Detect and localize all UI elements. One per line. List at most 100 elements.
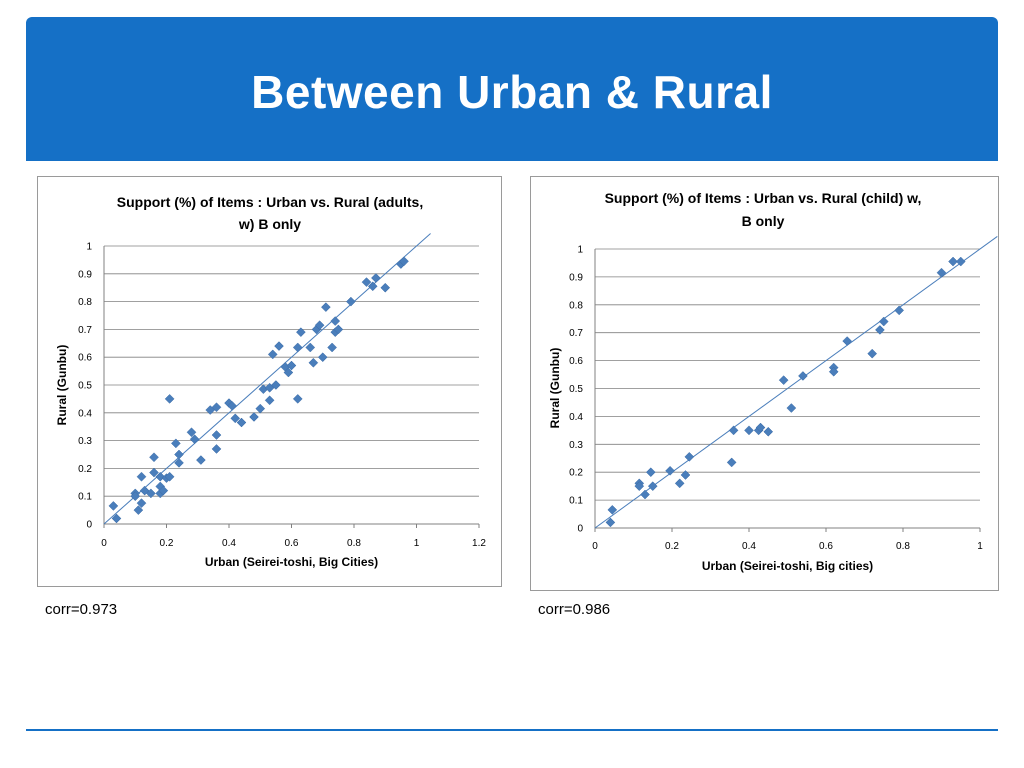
data-point xyxy=(726,457,737,468)
x-tick-label: 1 xyxy=(414,538,420,549)
data-point xyxy=(684,452,695,462)
chart-title-line: w) B only xyxy=(238,216,301,232)
y-tick-label: 0.6 xyxy=(78,353,92,364)
data-point xyxy=(955,256,966,267)
chart-right: Support (%) of Items : Urban vs. Rural (… xyxy=(530,176,999,591)
data-point xyxy=(286,360,297,371)
data-point xyxy=(333,324,344,335)
y-tick-label: 0.6 xyxy=(569,356,583,367)
data-point xyxy=(728,425,739,436)
data-point xyxy=(264,395,275,406)
y-tick-label: 0.4 xyxy=(78,408,92,419)
x-tick-label: 0.6 xyxy=(819,541,833,552)
x-tick-label: 0.2 xyxy=(160,538,174,549)
data-point xyxy=(936,267,947,278)
data-point xyxy=(236,417,247,428)
y-tick-label: 0.9 xyxy=(78,269,92,280)
data-point xyxy=(136,471,147,482)
y-tick-label: 0.4 xyxy=(569,412,583,423)
chart-title-line: B only xyxy=(742,213,785,229)
y-tick-label: 0.5 xyxy=(569,384,583,395)
y-tick-label: 0.5 xyxy=(78,381,92,392)
data-point xyxy=(108,501,119,511)
data-point xyxy=(186,427,197,438)
data-point xyxy=(380,282,391,293)
data-point xyxy=(634,481,645,492)
data-point xyxy=(317,352,328,363)
data-point xyxy=(371,273,381,283)
data-point xyxy=(155,471,166,482)
slide-title: Between Urban & Rural xyxy=(251,66,773,118)
data-point xyxy=(607,505,618,515)
data-point xyxy=(763,426,774,437)
data-point xyxy=(149,467,159,478)
data-point xyxy=(133,505,144,515)
data-point xyxy=(744,425,754,436)
y-axis-label: Rural (Gunbu) xyxy=(55,345,69,426)
chart-right-svg: Support (%) of Items : Urban vs. Rural (… xyxy=(548,190,998,573)
x-tick-label: 0 xyxy=(101,538,107,549)
y-tick-label: 0.1 xyxy=(78,492,92,503)
data-point xyxy=(327,342,337,353)
data-point xyxy=(136,498,147,509)
x-tick-label: 0.8 xyxy=(347,538,361,549)
data-point xyxy=(211,402,222,413)
data-point xyxy=(230,413,241,424)
data-point xyxy=(296,327,306,338)
corr-right: corr=0.986 xyxy=(538,601,611,618)
y-tick-label: 0.2 xyxy=(78,464,92,475)
data-point xyxy=(867,348,878,359)
data-point xyxy=(211,444,222,454)
x-tick-label: 0.8 xyxy=(896,541,910,552)
data-point xyxy=(948,256,958,267)
chart-left: Support (%) of Items : Urban vs. Rural (… xyxy=(37,176,502,587)
x-axis-label: Urban (Seirei-toshi, Big cities) xyxy=(702,559,873,573)
y-tick-label: 0.7 xyxy=(569,328,583,339)
corr-left: corr=0.973 xyxy=(45,601,118,618)
y-tick-label: 0.8 xyxy=(78,297,92,308)
y-tick-label: 0.3 xyxy=(78,436,92,447)
y-tick-label: 0 xyxy=(577,524,583,535)
x-tick-label: 1.2 xyxy=(472,538,486,549)
y-tick-label: 1 xyxy=(86,242,92,253)
reference-line-y-equals-x xyxy=(103,233,431,525)
chart-left-svg: Support (%) of Items : Urban vs. Rural (… xyxy=(55,194,486,569)
x-tick-label: 0.6 xyxy=(285,538,299,549)
data-point xyxy=(894,305,905,316)
bottom-rule xyxy=(26,729,998,731)
data-point xyxy=(174,449,184,460)
x-tick-label: 0.2 xyxy=(665,541,679,552)
data-point xyxy=(842,336,853,346)
data-point xyxy=(227,400,237,411)
reference-line-y-equals-x xyxy=(594,236,998,529)
data-point xyxy=(146,488,156,499)
data-point xyxy=(308,357,319,368)
data-point xyxy=(189,434,200,445)
data-point xyxy=(605,517,616,528)
data-point xyxy=(171,438,181,449)
data-point xyxy=(149,452,159,463)
data-point xyxy=(255,403,266,414)
data-point xyxy=(798,371,808,381)
data-point xyxy=(271,380,281,390)
y-tick-label: 0.2 xyxy=(569,468,583,479)
data-point xyxy=(674,478,685,489)
y-tick-label: 0.1 xyxy=(569,496,583,507)
data-point xyxy=(680,470,691,480)
data-point xyxy=(283,367,294,378)
data-point xyxy=(249,412,259,422)
data-point xyxy=(305,342,316,353)
chart-title-line: Support (%) of Items : Urban vs. Rural (… xyxy=(605,190,922,206)
data-point xyxy=(196,455,206,465)
data-point xyxy=(647,481,658,492)
data-point xyxy=(346,296,356,307)
data-point xyxy=(111,513,122,524)
data-point xyxy=(645,467,656,478)
data-point xyxy=(778,375,789,385)
x-tick-label: 0 xyxy=(592,541,598,552)
data-point xyxy=(130,491,141,502)
data-point xyxy=(399,256,409,267)
y-tick-label: 0.3 xyxy=(569,440,583,451)
data-point xyxy=(330,316,341,326)
data-point xyxy=(164,394,175,404)
